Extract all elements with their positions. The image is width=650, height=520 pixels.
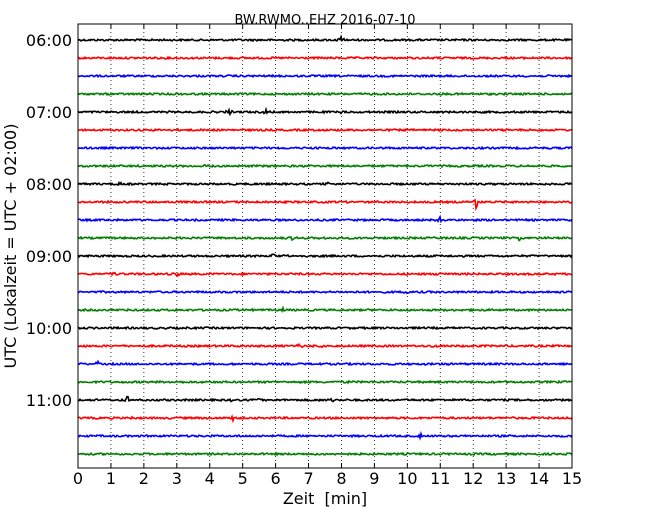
trace-row-0 <box>77 34 573 43</box>
y-tick-label: 07:00 <box>26 103 72 122</box>
x-tick-label: 10 <box>397 469 417 488</box>
plot-frame <box>77 23 573 469</box>
trace-row-6 <box>77 145 573 151</box>
trace-row-10 <box>77 214 573 224</box>
trace-row-18 <box>77 359 573 367</box>
x-tick-label: 15 <box>562 469 582 488</box>
trace-row-11 <box>77 235 573 242</box>
trace-row-14 <box>77 289 573 295</box>
x-tick-label: 4 <box>205 469 215 488</box>
x-tick-label: 13 <box>496 469 516 488</box>
x-tick-label: 1 <box>106 469 116 488</box>
trace-row-19 <box>77 379 573 385</box>
y-axis-label: UTC (Lokalzeit = UTC + 02:00) <box>1 124 20 369</box>
x-tick-label: 7 <box>303 469 313 488</box>
axis-ticks: 0 1 2 3 4 5 6 7 8 9 10 11 12 13 14 1506:0007:0008:0009:… <box>26 24 582 488</box>
x-tick-label: 14 <box>529 469 549 488</box>
trace-lines <box>77 34 573 457</box>
x-tick-label: 0 <box>73 469 83 488</box>
trace-row-7 <box>77 163 573 169</box>
x-tick-label: 11 <box>430 469 450 488</box>
x-tick-label: 2 <box>139 469 149 488</box>
y-tick-label: 09:00 <box>26 247 72 266</box>
x-tick-label: 3 <box>172 469 182 488</box>
x-tick-label: 8 <box>336 469 346 488</box>
y-tick-label: 10:00 <box>26 319 72 338</box>
y-tick-label: 08:00 <box>26 175 72 194</box>
trace-row-5 <box>77 127 573 133</box>
trace-row-22 <box>77 430 573 441</box>
y-tick-label: 06:00 <box>26 31 72 50</box>
trace-row-9 <box>77 198 573 212</box>
chart-title: BW.RWMO..EHZ 2016-07-10 <box>234 13 415 28</box>
x-axis-label: Zeit [min] <box>283 489 367 508</box>
trace-row-4 <box>77 106 573 117</box>
trace-row-20 <box>77 395 572 403</box>
trace-row-15 <box>77 305 572 314</box>
trace-row-2 <box>77 73 573 79</box>
trace-row-8 <box>77 180 573 187</box>
trace-row-21 <box>77 414 573 424</box>
trace-row-17 <box>77 342 573 349</box>
x-tick-label: 9 <box>369 469 379 488</box>
x-tick-label: 12 <box>463 469 483 488</box>
y-tick-label: 11:00 <box>26 391 72 410</box>
x-tick-label: 5 <box>238 469 248 488</box>
x-tick-label: 6 <box>271 469 281 488</box>
trace-row-12 <box>77 253 573 259</box>
trace-row-1 <box>77 55 573 61</box>
trace-row-23 <box>78 451 573 457</box>
trace-row-16 <box>77 325 573 331</box>
trace-row-13 <box>77 271 572 278</box>
trace-row-3 <box>77 91 573 97</box>
